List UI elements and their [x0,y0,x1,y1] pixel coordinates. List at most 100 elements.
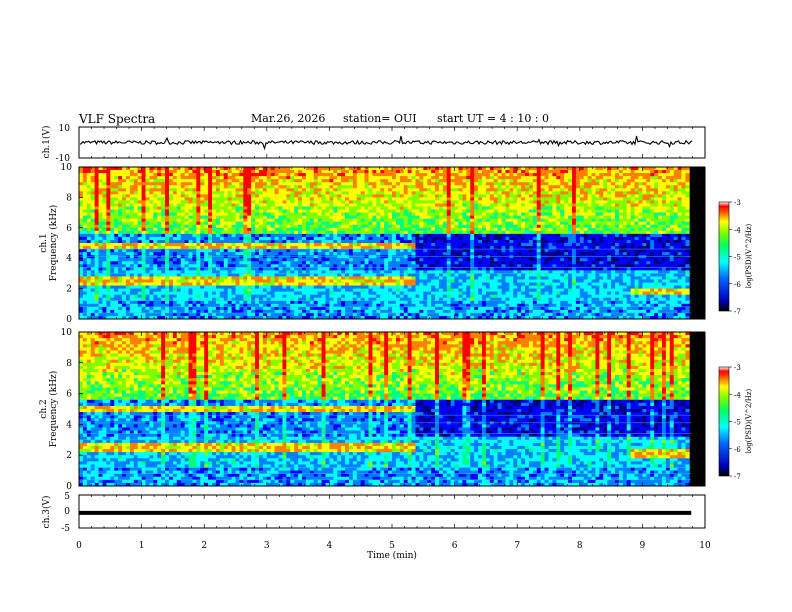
spectrogram-cell [329,182,334,186]
spectrogram-cell [125,209,131,213]
spectrogram-cell [438,243,444,247]
spectrogram-cell [321,194,326,198]
spectrogram-cell [231,179,236,183]
spectrogram-cell [219,243,225,247]
spectrogram-cell [466,239,471,244]
spectrogram-cell [446,246,451,250]
spectrogram-cell [399,243,405,247]
spectrogram-cell [294,182,299,186]
spectrogram-cell [380,246,385,250]
spectrogram-cell [223,200,228,204]
spectrogram-cell [82,230,88,235]
spectrogram-cell [86,203,92,207]
spectrogram-cell [262,315,268,320]
spectrogram-cell [208,236,213,241]
spectrogram-cell [341,273,346,277]
spectrogram-cell [313,273,318,277]
spectrogram-cell [106,294,111,299]
spectrogram-cell [172,194,178,198]
spectrogram-cell [176,194,182,198]
spectrogram-cell [329,309,334,314]
spectrogram-cell [219,218,225,223]
spectrogram-cell [192,261,197,265]
spectrogram-cell [251,194,256,198]
spectrogram-cell [243,233,248,238]
spectrogram-cell [235,197,240,201]
spectrogram-cell [392,243,397,247]
spectrogram-cell [90,279,95,283]
spectrogram-cell [129,258,135,262]
spectrogram-cell [384,312,389,317]
spectrogram-cell [223,312,228,317]
spectrogram-cell [313,285,318,289]
spectrogram-cell [247,243,252,247]
spectrogram-cell [356,185,361,189]
spectrogram-cell [262,282,268,286]
spectrogram-cell [106,258,111,262]
spectrogram-cell [407,267,412,271]
spectrogram-cell [435,288,440,292]
spectrogram-cell [172,306,178,311]
spectrogram-cell [427,246,432,250]
spectrogram-cell [325,221,330,226]
spectrogram-cell [458,309,463,314]
spectrogram-cell [129,197,135,201]
spectrogram-cell [298,282,303,286]
spectrogram-cell [282,303,287,308]
spectrogram-cell [399,203,405,207]
spectrogram-cell [419,209,424,213]
spectrogram-cell [212,230,217,235]
spectrogram-cell [180,185,185,189]
spectrogram-cell [368,267,373,271]
spectrogram-cell [196,230,201,235]
spectrogram-cell [403,276,408,280]
spectrogram-cell [266,203,272,207]
spectrogram-cell [321,300,326,305]
spectrogram-cell [458,261,463,265]
spectrogram-cell [98,182,103,186]
spectrogram-cell [239,300,244,305]
spectrogram-cell [133,297,138,302]
spectrogram-cell [399,288,405,292]
spectrogram-cell [325,285,330,289]
spectrogram-cell [317,167,322,171]
spectrogram-cell [176,170,182,174]
spectrogram-cell [302,300,307,305]
spectrogram-cell [192,252,197,256]
spectrogram-cell [325,291,330,295]
spectrogram-cell [431,212,436,216]
spectrogram-cell [399,236,405,241]
spectrogram-cell [102,267,107,271]
spectrogram-cell [431,303,436,308]
spectrogram-cell [454,312,459,317]
spectrogram-cell [399,282,405,286]
spectrogram-cell [395,261,401,265]
spectrogram-cell [114,288,119,292]
spectrogram-cell [149,264,154,268]
spectrogram-cell [180,270,185,274]
spectrogram-cell [137,230,142,235]
spectrogram-cell [118,200,123,204]
spectrogram-cell [118,230,123,235]
spectrogram-cell [274,233,279,238]
spectrogram-cell [329,300,334,305]
spectrogram-cell [407,270,412,274]
spectrogram-cell [215,227,221,232]
spectrogram-cell [184,270,189,274]
spectrogram-cell [196,215,201,219]
spectrogram-cell [411,303,416,308]
spectrogram-cell [403,282,408,286]
spectrogram-cell [215,182,221,186]
spectrogram-cell [266,221,272,226]
spectrogram-cell [270,218,275,223]
spectrogram-cell [372,294,377,299]
spectrogram-cell [90,182,95,186]
spectrogram-cell [196,243,201,247]
spectrogram-cell [294,267,299,271]
spectrogram-cell [364,230,369,235]
spectrogram-cell [188,249,193,253]
spectrogram-cell [325,215,330,219]
spectrogram-cell [114,203,119,207]
spectrogram-cell [411,261,416,265]
spectrogram-cell [137,264,142,268]
